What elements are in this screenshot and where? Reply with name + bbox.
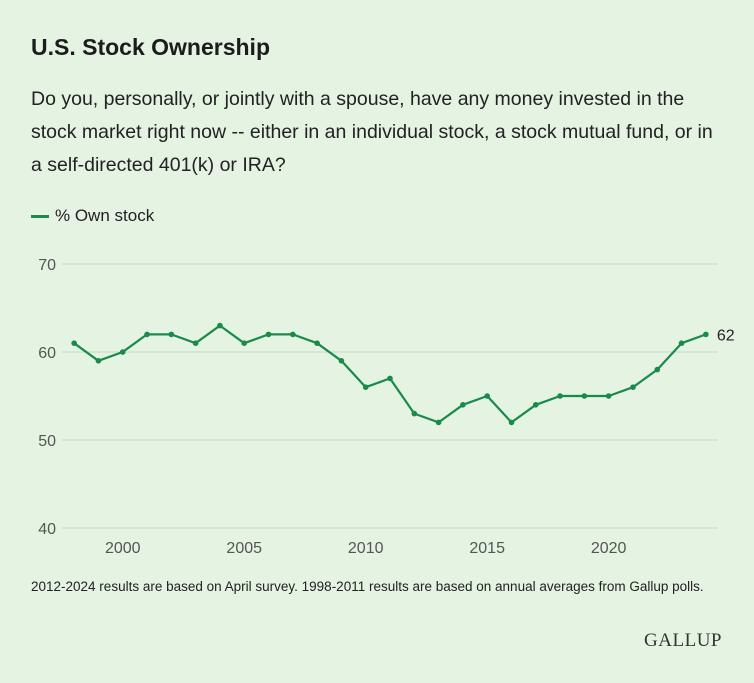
end-value-label: 62 [717,327,735,344]
legend: % Own stock [31,206,154,226]
data-point [192,340,199,346]
y-tick-label: 70 [38,257,56,274]
data-point [119,349,126,355]
data-point [95,358,102,364]
data-point [508,419,515,426]
data-point [362,384,369,390]
y-tick-label: 60 [38,345,56,362]
y-tick-label: 50 [38,433,56,450]
data-point [654,366,661,373]
data-point [338,358,345,364]
data-point [290,331,296,338]
x-tick-label: 2020 [591,540,627,557]
data-point [484,393,490,399]
gallup-logo: GALLUP [644,630,722,651]
data-point [241,340,248,346]
x-tick-label: 2005 [226,540,262,557]
data-point [581,393,588,399]
legend-swatch [31,214,49,218]
data-point [435,419,442,426]
legend-label: % Own stock [55,206,155,225]
x-tick-label: 2000 [105,540,141,557]
data-point [605,393,612,399]
data-point [314,340,320,346]
x-tick-label: 2015 [469,540,505,557]
x-tick-label: 2010 [348,540,384,557]
series-line [73,324,707,424]
data-point [703,331,709,338]
data-point [678,340,685,346]
data-point [168,331,175,338]
data-point [411,410,418,417]
data-point [71,340,77,346]
data-point [557,393,563,399]
data-point [630,384,636,390]
line-chart: 40 50 60 70 2000 2005 2010 2015 2020 62 [38,257,735,557]
y-tick-label: 40 [38,521,56,538]
data-point [144,331,150,338]
data-point [265,331,272,338]
chart-title: U.S. Stock Ownership [31,34,270,60]
chart-subtitle: Do you, personally, or jointly with a sp… [31,88,713,176]
data-point [387,375,393,382]
data-point [460,402,466,408]
data-point [532,402,539,408]
data-point [217,322,223,329]
footnote: 2012-2024 results are based on April sur… [31,579,704,594]
